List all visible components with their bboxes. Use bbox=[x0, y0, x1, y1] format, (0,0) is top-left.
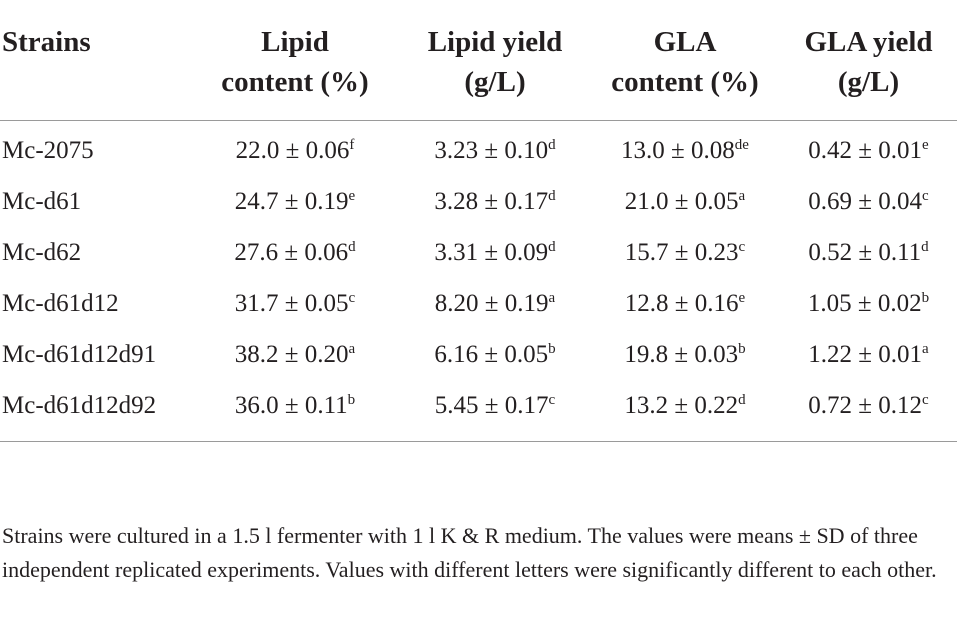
header-gla-content: GLA content (%) bbox=[590, 0, 780, 121]
lipid-yield-cell: 8.20 ± 0.19a bbox=[434, 289, 556, 317]
gla-yield-cell: 1.22 ± 0.01a bbox=[808, 340, 929, 368]
header-strains: Strains bbox=[0, 0, 190, 121]
lipid-content-cell: 31.7 ± 0.05c bbox=[234, 289, 356, 317]
strain-cell: Mc-d61d12d92 bbox=[0, 380, 190, 442]
gla-yield-cell: 0.42 ± 0.01e bbox=[808, 136, 929, 164]
gla-content-cell: 15.7 ± 0.23c bbox=[624, 238, 746, 266]
table-row: Mc-d61 24.7 ± 0.19e 3.28 ± 0.17d 21.0 ± … bbox=[0, 176, 957, 227]
gla-yield-cell: 0.52 ± 0.11d bbox=[808, 238, 929, 266]
gla-yield-cell: 0.72 ± 0.12c bbox=[780, 380, 957, 442]
lipid-content-cell: 27.6 ± 0.06d bbox=[234, 238, 356, 266]
gla-yield-cell: 0.69 ± 0.04c bbox=[808, 187, 929, 215]
header-gla-yield: GLA yield (g/L) bbox=[780, 0, 957, 121]
gla-yield-cell: 1.05 ± 0.02b bbox=[807, 289, 930, 317]
gla-content-cell: 21.0 ± 0.05a bbox=[624, 187, 746, 215]
strain-cell: Mc-d61 bbox=[2, 187, 82, 215]
strain-cell: Mc-d61d12 bbox=[2, 289, 119, 317]
strain-cell: Mc-d62 bbox=[2, 238, 82, 266]
lipid-yield-cell: 3.31 ± 0.09d bbox=[434, 238, 556, 266]
table-footnote: Strains were cultured in a 1.5 l ferment… bbox=[2, 523, 937, 582]
gla-content-cell: 12.8 ± 0.16e bbox=[624, 289, 746, 317]
gla-content-cell: 13.2 ± 0.22d bbox=[590, 380, 780, 442]
lipid-content-cell: 24.7 ± 0.19e bbox=[234, 187, 356, 215]
header-lipid-yield: Lipid yield (g/L) bbox=[400, 0, 590, 121]
lipid-content-cell: 36.0 ± 0.11b bbox=[190, 380, 400, 442]
lipid-yield-cell: 3.23 ± 0.10d bbox=[434, 136, 556, 164]
strain-cell: Mc-2075 bbox=[2, 136, 94, 164]
lipid-content-cell: 22.0 ± 0.06f bbox=[235, 136, 355, 164]
lipid-content-cell: 38.2 ± 0.20a bbox=[234, 340, 356, 368]
strain-cell: Mc-d61d12d91 bbox=[2, 340, 157, 368]
results-table: Strains Lipid content (%) Lipid yield (g/L… bbox=[0, 0, 957, 442]
table-row: Mc-d61d12d92 36.0 ± 0.11b 5.45 ± 0.17c 1… bbox=[0, 380, 957, 442]
table-row: Mc-2075 22.0 ± 0.06f 3.23 ± 0.10d 13.0 ±… bbox=[0, 121, 957, 177]
gla-content-cell: 13.0 ± 0.08de bbox=[621, 136, 749, 164]
table-row: Mc-d62 27.6 ± 0.06d 3.31 ± 0.09d 15.7 ± … bbox=[0, 227, 957, 278]
table-row: Mc-d61d12d91 38.2 ± 0.20a 6.16 ± 0.05b 1… bbox=[0, 329, 957, 380]
table-row: Mc-d61d12 31.7 ± 0.05c 8.20 ± 0.19a 12.8… bbox=[0, 278, 957, 329]
header-row: Strains Lipid content (%) Lipid yield (g/L… bbox=[0, 0, 957, 121]
gla-content-cell: 19.8 ± 0.03b bbox=[624, 340, 746, 368]
header-lipid-content: Lipid content (%) bbox=[190, 0, 400, 121]
lipid-yield-cell: 3.28 ± 0.17d bbox=[434, 187, 556, 215]
lipid-yield-cell: 6.16 ± 0.05b bbox=[434, 340, 556, 368]
lipid-yield-cell: 5.45 ± 0.17c bbox=[400, 380, 590, 442]
